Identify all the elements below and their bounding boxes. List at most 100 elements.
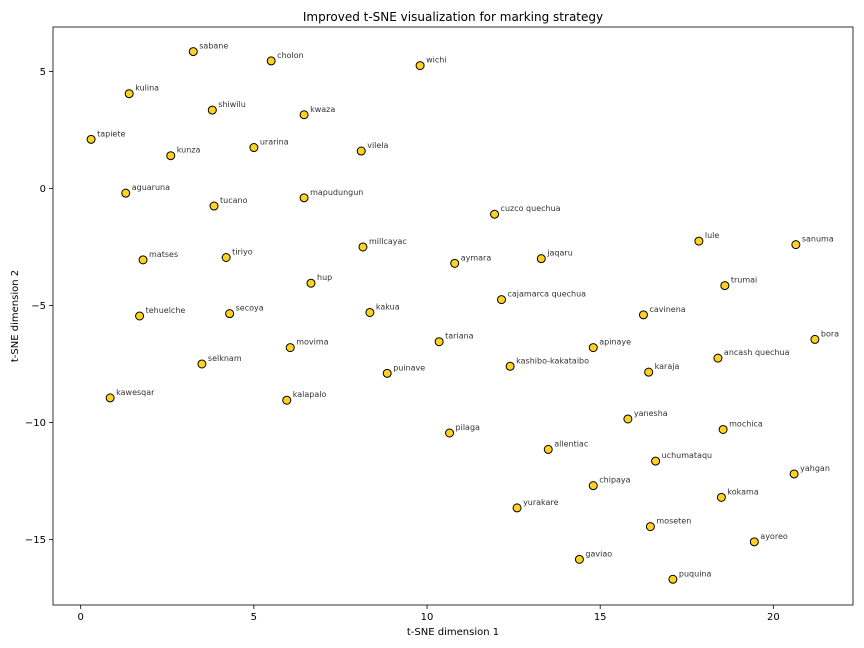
point-label: kulina (135, 84, 159, 93)
point-label: kawesqar (116, 388, 155, 397)
point-ayoreo (749, 537, 759, 547)
point-label: shiwilu (218, 100, 246, 109)
point-secoya (225, 309, 235, 319)
point-label: selknam (208, 354, 242, 363)
point-label: apinaye (599, 338, 631, 347)
point-label: pilaga (456, 423, 481, 432)
point-mochica (718, 424, 728, 434)
point-puinave (382, 368, 392, 378)
x-tick-label: 5 (251, 612, 257, 623)
y-tick-label: 0 (40, 184, 46, 195)
point-kakua (365, 307, 375, 317)
point-bora (810, 334, 820, 344)
point-kokama (716, 492, 726, 502)
y-tick-label: 5 (40, 67, 46, 78)
point-yahgan (789, 469, 799, 479)
point-label: moseten (656, 517, 691, 526)
point-label: allentiac (554, 439, 588, 448)
point-label: ancash quechua (724, 348, 790, 357)
point-yurakare (512, 503, 522, 513)
point-label: sabane (199, 42, 228, 51)
point-label: hup (317, 273, 332, 282)
y-tick-label: −5 (31, 301, 46, 312)
point-aymara (450, 258, 460, 268)
point-label: cholon (277, 51, 304, 60)
point-kwaza (299, 110, 309, 120)
point-vilela (356, 146, 366, 156)
point-label: urarina (260, 138, 289, 147)
x-tick-label: 15 (594, 612, 607, 623)
point-label: kunza (177, 146, 201, 155)
point-label: ayoreo (760, 532, 788, 541)
x-axis: 0 5 10 15 20 (78, 605, 780, 623)
point-label: lule (705, 231, 720, 240)
point-label: cuzco quechua (501, 204, 561, 213)
x-tick-label: 10 (421, 612, 434, 623)
point-millcayac (358, 242, 368, 252)
point-trumai (720, 281, 730, 291)
point-moseten (645, 522, 655, 532)
x-axis-label: t-SNE dimension 1 (407, 627, 499, 638)
point-mapudungun (299, 193, 309, 203)
point-kashibo-kakataibo (505, 361, 515, 371)
point-tucano (209, 201, 219, 211)
point-label: mapudungun (310, 188, 363, 197)
point-chipaya (588, 481, 598, 491)
y-tick-label: −10 (25, 418, 46, 429)
point-sabane (188, 47, 198, 57)
point-label: kwaza (310, 105, 335, 114)
point-label: secoya (236, 304, 264, 313)
point-wichi (415, 61, 425, 71)
point-cajamarca-quechua (496, 295, 506, 305)
plot-area (52, 26, 854, 606)
point-label: cavinena (649, 305, 685, 314)
point-uchumataqu (651, 456, 661, 466)
point-yanesha (623, 414, 633, 424)
point-gaviao (574, 554, 584, 564)
point-lule (694, 236, 704, 246)
point-cavinena (638, 310, 648, 320)
point-label: vilela (367, 141, 388, 150)
point-label: bora (821, 329, 839, 338)
point-label: kakua (376, 302, 400, 311)
point-selknam (197, 359, 207, 369)
point-tiriyo (221, 252, 231, 262)
point-label: aymara (461, 253, 492, 262)
point-label: kalapalo (293, 390, 327, 399)
x-tick-label: 0 (78, 612, 84, 623)
point-karaja (644, 367, 654, 377)
point-label: aguaruna (132, 183, 170, 192)
point-tapiete (86, 134, 96, 144)
point-label: yahgan (800, 464, 830, 473)
point-matses (138, 255, 148, 265)
point-label: tehuelche (146, 306, 186, 315)
point-label: chipaya (599, 476, 630, 485)
point-label: puquina (679, 569, 712, 578)
point-cholon (266, 56, 276, 66)
point-label: uchumataqu (662, 451, 713, 460)
point-kalapalo (282, 395, 292, 405)
point-kawesqar (105, 393, 115, 403)
point-sanuma (791, 240, 801, 250)
point-tariana (434, 337, 444, 347)
point-kunza (166, 151, 176, 161)
point-label: kashibo-kakataibo (516, 356, 589, 365)
point-label: mochica (729, 419, 763, 428)
point-pilaga (445, 428, 455, 438)
point-label: tapiete (97, 129, 125, 138)
point-urarina (249, 143, 259, 153)
point-label: movima (296, 338, 328, 347)
point-jaqaru (536, 254, 546, 264)
point-label: yurakare (523, 498, 559, 507)
point-label: karaja (655, 362, 680, 371)
point-label: puinave (393, 363, 425, 372)
point-label: tariana (445, 332, 474, 341)
point-label: tucano (220, 196, 248, 205)
point-label: cajamarca quechua (507, 290, 586, 299)
data-points: sabane cholon wichi kulina shiwilu kwaza tapie… (86, 42, 839, 584)
point-label: jaqaru (546, 249, 572, 258)
point-label: yanesha (634, 409, 668, 418)
point-hup (306, 278, 316, 288)
point-cuzco-quechua (490, 209, 500, 219)
point-shiwilu (207, 105, 217, 115)
